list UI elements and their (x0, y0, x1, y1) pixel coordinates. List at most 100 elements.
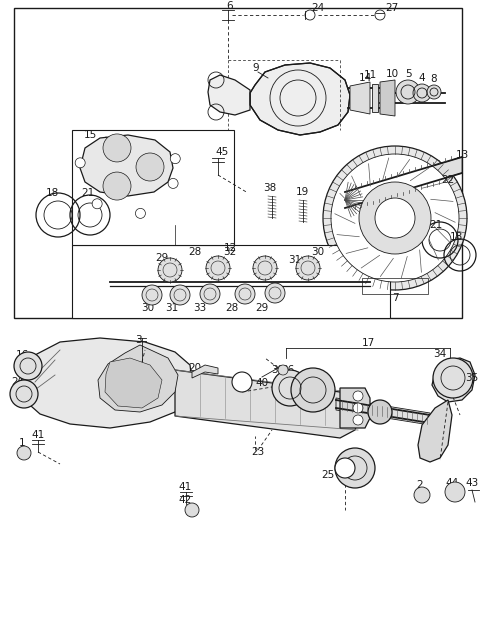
Bar (362, 278, 428, 294)
Circle shape (353, 403, 363, 413)
Text: 29: 29 (255, 303, 269, 313)
Text: 41: 41 (31, 430, 45, 440)
Polygon shape (250, 63, 350, 135)
Text: 6: 6 (227, 1, 233, 11)
Circle shape (103, 134, 131, 162)
Text: 12: 12 (223, 243, 237, 253)
Circle shape (331, 154, 459, 282)
Circle shape (17, 446, 31, 460)
Text: 30: 30 (312, 247, 324, 257)
Text: 43: 43 (466, 478, 479, 488)
Circle shape (170, 285, 190, 305)
Text: 31: 31 (288, 255, 301, 265)
Bar (72, 130, 234, 245)
Text: 28: 28 (226, 303, 239, 313)
Text: 31: 31 (166, 303, 179, 313)
Polygon shape (350, 82, 370, 114)
Circle shape (323, 146, 467, 290)
Polygon shape (380, 80, 395, 116)
Circle shape (235, 284, 255, 304)
Circle shape (278, 365, 288, 375)
Polygon shape (340, 388, 370, 428)
Circle shape (272, 370, 308, 406)
Text: 18: 18 (46, 188, 59, 198)
Text: 27: 27 (385, 3, 398, 13)
Polygon shape (20, 338, 192, 428)
Text: 11: 11 (363, 70, 377, 80)
Circle shape (413, 84, 431, 102)
Polygon shape (432, 358, 475, 402)
Text: 32: 32 (223, 247, 237, 257)
Text: 40: 40 (255, 378, 269, 388)
Text: 38: 38 (264, 183, 276, 193)
Text: 25: 25 (322, 470, 335, 480)
Circle shape (75, 158, 85, 168)
Text: 2: 2 (417, 480, 423, 490)
Text: 19: 19 (295, 187, 309, 197)
Circle shape (291, 368, 335, 412)
Text: 7: 7 (392, 293, 398, 303)
Polygon shape (175, 370, 360, 438)
Circle shape (206, 256, 230, 280)
Text: 17: 17 (361, 338, 374, 348)
Circle shape (433, 358, 473, 398)
Circle shape (103, 172, 131, 200)
Circle shape (375, 198, 415, 238)
Circle shape (353, 391, 363, 401)
Text: 41: 41 (179, 482, 192, 492)
Text: 20: 20 (189, 363, 202, 373)
Circle shape (10, 380, 38, 408)
Polygon shape (372, 84, 378, 112)
Text: 24: 24 (312, 3, 324, 13)
Circle shape (232, 372, 252, 392)
Polygon shape (345, 157, 462, 208)
Polygon shape (418, 400, 452, 462)
Circle shape (396, 80, 420, 104)
Text: 1: 1 (19, 438, 25, 448)
Circle shape (200, 284, 220, 304)
Polygon shape (98, 345, 178, 412)
Text: 37: 37 (301, 370, 314, 380)
Polygon shape (105, 358, 162, 408)
Text: 3: 3 (135, 335, 141, 345)
Circle shape (253, 256, 277, 280)
Text: 13: 13 (456, 150, 468, 160)
Text: 23: 23 (252, 447, 264, 457)
Circle shape (335, 448, 375, 488)
Polygon shape (192, 365, 218, 378)
Text: 35: 35 (466, 373, 479, 383)
Circle shape (135, 208, 145, 218)
Text: 26: 26 (12, 377, 24, 387)
Polygon shape (208, 75, 250, 115)
Text: 21: 21 (82, 188, 95, 198)
Circle shape (185, 503, 199, 517)
Circle shape (335, 458, 355, 478)
Circle shape (353, 415, 363, 425)
Polygon shape (336, 398, 430, 425)
Text: 22: 22 (442, 175, 455, 185)
Circle shape (296, 256, 320, 280)
Text: 34: 34 (433, 349, 446, 359)
Text: A: A (342, 464, 348, 472)
Circle shape (427, 85, 441, 99)
Circle shape (142, 285, 162, 305)
Circle shape (158, 258, 182, 282)
Circle shape (92, 199, 102, 209)
Bar (72, 245, 390, 318)
Text: 16: 16 (15, 350, 29, 360)
Text: 14: 14 (359, 73, 372, 83)
Text: 9: 9 (252, 63, 259, 73)
Text: 5: 5 (405, 69, 411, 79)
Circle shape (359, 182, 431, 254)
Text: 15: 15 (84, 130, 96, 140)
Circle shape (445, 482, 465, 502)
Circle shape (136, 153, 164, 181)
Circle shape (14, 352, 42, 380)
Text: 18: 18 (449, 232, 463, 242)
Circle shape (265, 283, 285, 303)
Polygon shape (80, 135, 173, 196)
Text: 36: 36 (281, 365, 295, 375)
Text: 4: 4 (419, 73, 425, 83)
Text: 10: 10 (385, 69, 398, 79)
Circle shape (168, 178, 178, 189)
